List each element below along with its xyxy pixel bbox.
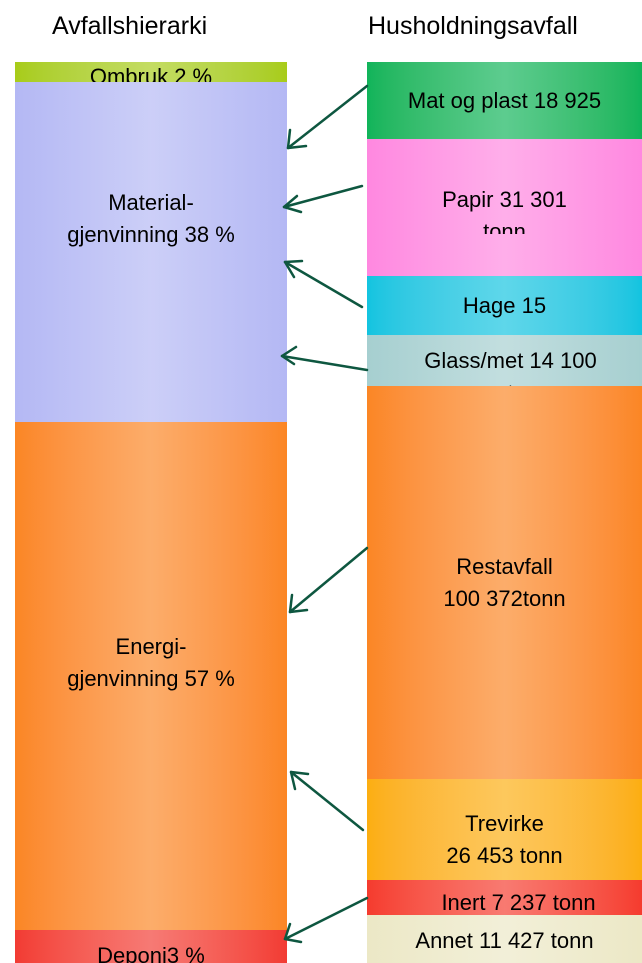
segment-trevirke-label: Trevirke 26 453 tonn (446, 810, 563, 868)
segment-ombruk-label: Ombruk 2 % (89, 64, 213, 83)
arrow-papir-head (282, 194, 303, 214)
segment-inert-label: Inert 7 237 tonn (441, 889, 596, 915)
segment-energigjenvinning: Energi- gjenvinning 57 % (15, 422, 287, 930)
segment-hage: Hage 15 (367, 276, 642, 335)
segment-glass-metall-label: Glass/met 14 100 t (424, 348, 597, 386)
segment-inert: Inert 7 237 tonn (367, 880, 642, 915)
arrow-mat-og-plast (286, 84, 369, 150)
segment-trevirke: Trevirke 26 453 tonn (367, 779, 642, 880)
arrow-mat-og-plast-head (286, 128, 308, 150)
segment-annet-label: Annet 11 427 tonn (415, 928, 594, 953)
segment-energigjenvinning-label: Energi- gjenvinning 57 % (67, 634, 235, 691)
arrow-hage (283, 260, 364, 309)
segment-restavfall: Restavfall 100 372tonn (367, 386, 642, 779)
arrow-inert (283, 896, 369, 941)
segment-hage-label: Hage 15 (462, 292, 547, 318)
segment-glass-metall: Glass/met 14 100 t (367, 335, 642, 386)
segment-papir-label: Papir 31 301 tonn (442, 187, 567, 234)
segment-papir: Papir 31 301 tonn (367, 139, 642, 276)
segment-deponi-label: Deponi3 % (97, 942, 205, 963)
arrow-trevirke-head (289, 770, 310, 791)
segment-mat-og-plast-label: Mat og plast 18 925 (407, 87, 602, 113)
left-column-title: Avfallshierarki (52, 12, 208, 40)
segment-materialgjenvinning: Material- gjenvinning 38 % (15, 82, 287, 422)
arrow-hage-head (283, 259, 304, 279)
arrow-restavfall-head (288, 593, 309, 614)
segment-annet: Annet 11 427 tonn (367, 915, 642, 963)
arrow-glass-metall (280, 354, 369, 372)
segment-materialgjenvinning-label: Material- gjenvinning 38 % (67, 190, 235, 247)
segment-restavfall-label: Restavfall 100 372tonn (443, 553, 566, 611)
arrow-glass-metall-head (280, 345, 298, 366)
right-column-title: Husholdningsavfall (368, 12, 578, 40)
arrow-restavfall (288, 546, 369, 614)
arrow-inert-head (283, 922, 303, 944)
segment-ombruk: Ombruk 2 % (15, 62, 287, 82)
segment-mat-og-plast: Mat og plast 18 925 (367, 62, 642, 139)
segment-deponi: Deponi3 % (15, 930, 287, 963)
arrow-papir (282, 184, 364, 209)
arrow-trevirke (289, 770, 365, 832)
